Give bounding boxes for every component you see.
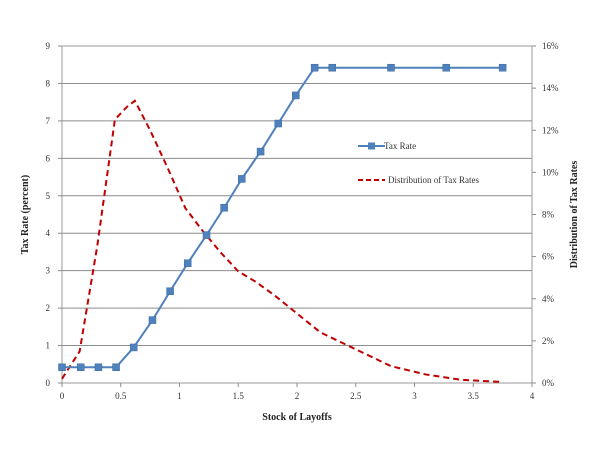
y-right-tick-label: 4%	[542, 294, 555, 304]
tax-rate-point	[183, 259, 192, 267]
y-axis-left: 0 1 2 3 4 5 6 7 8 9	[46, 41, 62, 388]
y-left-tick-label: 2	[46, 303, 51, 313]
y-right-tick-label: 16%	[542, 41, 559, 51]
tax-rate-point	[274, 119, 282, 128]
legend-distribution-label: Distribution of Tax Rates	[388, 175, 479, 185]
y-left-tick-label: 5	[46, 191, 51, 201]
y-right-tick-label: 2%	[542, 336, 555, 346]
tax-rate-point	[58, 363, 66, 372]
y-right-tick-label: 6%	[542, 252, 555, 262]
y-left-tick-label: 9	[46, 41, 51, 51]
y-left-tick-label: 3	[46, 266, 51, 276]
legend-tax-rate-label: Tax Rate	[384, 141, 416, 151]
y-right-tick-label: 14%	[542, 83, 559, 93]
y-left-tick-label: 1	[46, 341, 51, 351]
x-tick-label: 1	[177, 391, 182, 401]
y-right-tick-label: 8%	[542, 210, 555, 220]
x-tick-label: 3.5	[468, 391, 480, 401]
tax-rate-point	[202, 231, 211, 239]
tax-rate-point	[238, 175, 246, 183]
x-axis-title: Stock of Layoffs	[262, 412, 332, 423]
y-left-tick-label: 4	[46, 228, 51, 238]
tax-rate-point	[77, 363, 85, 372]
x-tick-label: 1.5	[233, 391, 245, 401]
x-tick-label: 2	[295, 391, 300, 401]
x-tick-label: 2.5	[350, 391, 362, 401]
tax-rate-point	[94, 363, 103, 372]
tax-rate-point	[442, 63, 450, 72]
legend: Tax Rate Distribution of Tax Rates	[358, 141, 479, 185]
y-axis-right: 0% 2% 4% 6% 8% 10% 12% 14% 16%	[532, 41, 559, 388]
x-axis: 0 0.5 1 1.5 2 2.5 3 3.5 4	[60, 383, 535, 401]
tax-rate-point	[112, 363, 120, 372]
tax-rate-point	[256, 147, 265, 156]
tax-rate-point	[129, 343, 138, 352]
series-distribution-line	[61, 99, 503, 383]
tax-rate-point	[498, 63, 507, 72]
tax-rate-point	[310, 63, 319, 72]
legend-tax-rate-marker	[368, 142, 375, 150]
tax-rate-point	[220, 204, 228, 212]
series-layer	[58, 63, 507, 383]
tax-rate-point	[387, 63, 395, 72]
y-right-tick-label: 10%	[542, 167, 559, 177]
y-right-tick-label: 12%	[542, 125, 559, 135]
y-left-tick-label: 8	[46, 78, 51, 88]
y-left-tick-label: 6	[46, 153, 51, 163]
gridlines	[62, 82, 532, 347]
x-tick-label: 0	[60, 391, 65, 401]
y-right-tick-label: 0%	[542, 378, 555, 388]
y-axis-left-title: Tax Rate (percent)	[20, 175, 31, 254]
tax-rate-point	[328, 63, 336, 72]
series-tax-rate-line	[62, 66, 503, 369]
y-axis-right-title: Distribution of Tax Rates	[569, 161, 580, 269]
x-tick-label: 0.5	[115, 391, 127, 401]
tax-rate-point	[292, 91, 300, 100]
x-tick-label: 3	[412, 391, 417, 401]
x-tick-label: 4	[530, 391, 535, 401]
y-left-tick-label: 7	[46, 116, 51, 126]
tax-rate-point	[166, 287, 174, 296]
y-left-tick-label: 0	[46, 378, 51, 388]
tax-rate-point	[148, 316, 157, 324]
